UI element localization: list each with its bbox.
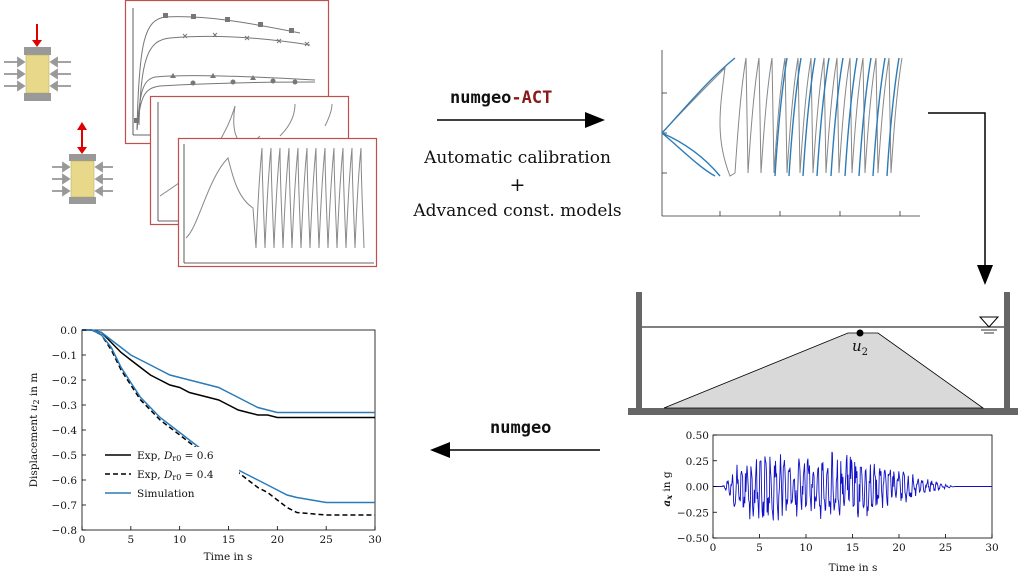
arrow-right [437, 112, 605, 128]
acc-ytick-label: −0.25 [677, 507, 709, 519]
acc-ylabel: ax in g [661, 471, 674, 506]
disp-xtick-label: 5 [127, 534, 134, 546]
acc-xlabel: Time in s [829, 562, 878, 574]
disp-xtick-label: 10 [173, 534, 186, 546]
point-symbol: u [852, 337, 862, 355]
point-subscript: 2 [861, 347, 869, 358]
disp-xtick-label: 15 [222, 534, 235, 546]
acceleration-chart: 0.50 0.25 0.00 −0.25 −0.50 0 5 10 15 20 25 30 ax i… [661, 430, 999, 574]
displacement-chart: 0.0 −0.1 −0.2 −0.3 −0.4 −0.5 −0.6 −0.7 −0.8 0 5 10… [28, 325, 382, 563]
dam-model [628, 292, 1018, 415]
disp-xlabel: Time in s [204, 551, 253, 563]
disp-xtick-label: 0 [79, 534, 86, 546]
acc-xtick-label: 30 [985, 542, 998, 554]
acc-ytick-label: 0.00 [686, 482, 709, 494]
disp-ytick-label: 0.0 [60, 325, 77, 337]
disp-ytick-label: −0.5 [52, 450, 78, 462]
caption-line1: Automatic calibration [424, 148, 611, 168]
acc-ytick-label: 0.50 [686, 430, 709, 442]
acc-ytick-label: 0.25 [686, 456, 709, 468]
acc-xtick-label: 0 [710, 542, 717, 554]
displacement-series-line [82, 329, 375, 516]
arrow-left [430, 442, 600, 458]
legend-label: Simulation [137, 488, 195, 500]
dam-point-label: u2 [852, 337, 868, 358]
disp-ytick-label: −0.7 [52, 500, 78, 512]
acc-xtick-label: 5 [756, 542, 763, 554]
disp-ytick-label: −0.8 [52, 525, 78, 537]
tool-label-numgeo: numgeo [490, 418, 552, 438]
disp-ytick-label: −0.6 [52, 475, 78, 487]
acc-ytick-label: −0.50 [677, 533, 709, 545]
legend-box [99, 447, 239, 513]
acc-xtick-label: 20 [892, 542, 905, 554]
connector-arrow-down [928, 112, 993, 285]
displacement-series-line [82, 329, 375, 414]
displacement-series-line [82, 329, 375, 419]
disp-xtick-label: 20 [271, 534, 284, 546]
caption-line2: Advanced const. models [413, 201, 622, 221]
disp-xtick-label: 30 [368, 534, 381, 546]
acc-xtick-label: 10 [799, 542, 812, 554]
triaxial-sample-cyclic [52, 122, 113, 204]
disp-ytick-label: −0.3 [52, 400, 78, 412]
acc-xtick-label: 25 [939, 542, 952, 554]
disp-xtick-label: 25 [319, 534, 332, 546]
calibration-result-plot [661, 50, 920, 217]
disp-ytick-label: −0.2 [52, 375, 78, 387]
disp-ytick-label: −0.1 [52, 350, 78, 362]
tool-name: numgeo [450, 88, 512, 108]
legend-label: Exp, Dr0 = 0.6 [137, 450, 214, 463]
disp-ytick-label: −0.4 [52, 425, 78, 437]
triaxial-sample-static [4, 24, 71, 101]
tool-label-act: numgeo-ACT [450, 88, 552, 108]
lab-test-plot-cyclic-b [177, 137, 378, 268]
legend-label: Exp, Dr0 = 0.4 [137, 469, 214, 482]
disp-ylabel: Displacement u2 in m [28, 373, 41, 488]
acc-xtick-label: 15 [846, 542, 859, 554]
caption-plus: + [509, 174, 526, 196]
tool-suffix: -ACT [511, 88, 553, 108]
